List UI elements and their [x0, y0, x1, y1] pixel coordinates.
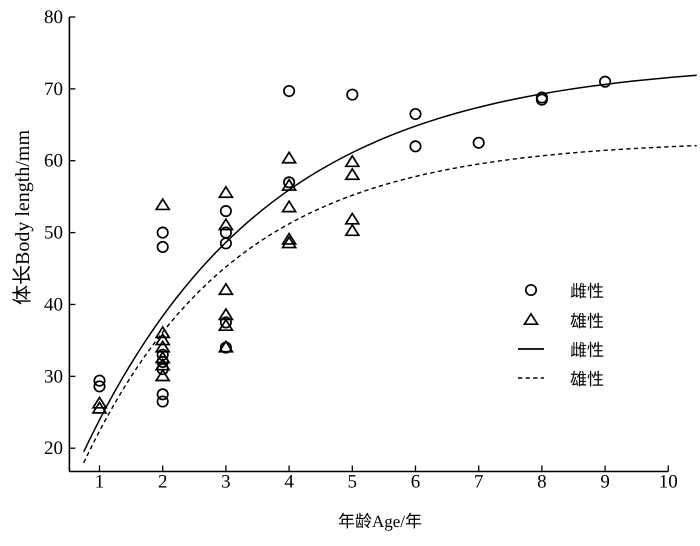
- svg-text:2: 2: [158, 472, 168, 493]
- svg-text:1: 1: [95, 472, 105, 493]
- svg-text:5: 5: [348, 472, 358, 493]
- svg-text:雄性: 雄性: [570, 370, 604, 389]
- svg-text:7: 7: [474, 472, 484, 493]
- svg-text:60: 60: [44, 151, 63, 172]
- svg-text:8: 8: [537, 472, 547, 493]
- svg-text:9: 9: [600, 472, 610, 493]
- svg-text:6: 6: [411, 472, 421, 493]
- svg-text:雌性: 雌性: [570, 341, 604, 360]
- svg-text:年龄Age/年: 年龄Age/年: [338, 512, 422, 531]
- svg-text:40: 40: [44, 294, 63, 315]
- svg-text:20: 20: [44, 438, 63, 459]
- svg-text:30: 30: [44, 366, 63, 387]
- svg-text:4: 4: [284, 472, 294, 493]
- svg-text:3: 3: [221, 472, 231, 493]
- svg-text:80: 80: [44, 7, 63, 28]
- svg-text:50: 50: [44, 223, 63, 244]
- svg-text:10: 10: [659, 472, 678, 493]
- svg-text:雌性: 雌性: [570, 282, 604, 301]
- svg-text:雄性: 雄性: [570, 312, 604, 331]
- svg-text:70: 70: [44, 79, 63, 100]
